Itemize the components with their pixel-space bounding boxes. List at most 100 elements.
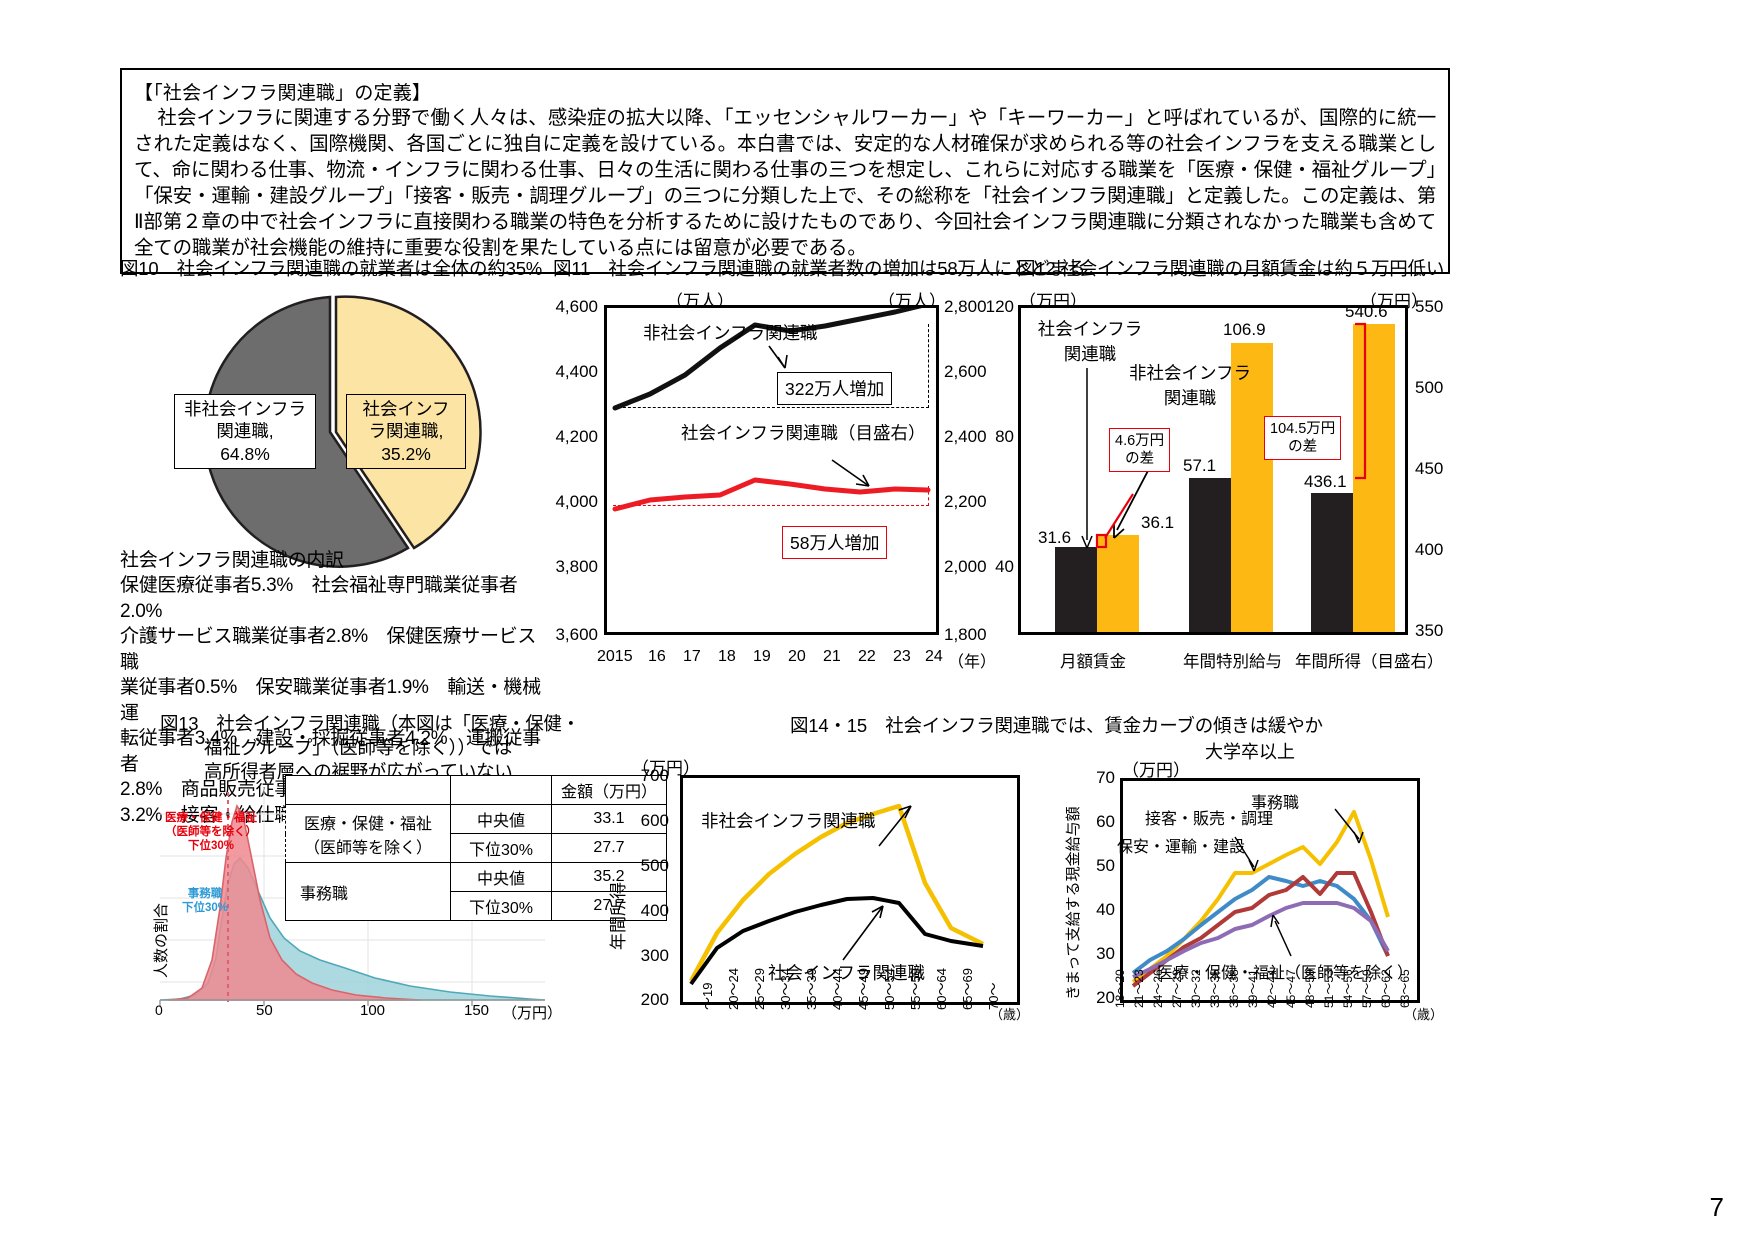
fig12-arrowhead-nonsocial — [1113, 524, 1125, 539]
fig13-annotation-iryo-line2: （医師等を除く） — [165, 825, 257, 838]
table-value-bottom30-iryo: 27.7 — [551, 833, 667, 863]
fig12-ytick-left-0: 120 — [985, 297, 1014, 316]
fig12-barvalue-4: 436.1 — [1304, 472, 1347, 491]
fig15-legend-sekkyaku: 接客・販売・調理 — [1145, 811, 1274, 828]
fig12-annotation-svg — [1081, 322, 1367, 549]
fig11-dash-red-baseline — [613, 505, 929, 506]
caption-fig1415: 図14・15 社会インフラ関連職では、賃金カーブの傾きは緩やか — [790, 715, 1323, 736]
fig15-ytick-4: 30 — [1096, 944, 1115, 963]
breakdown-line-5: 転従事者3.4% 建設・採掘従事者4.2% 運搬従事者 — [120, 728, 541, 775]
fig11-annotation-322: 322万人増加 — [777, 372, 893, 405]
fig12-annotation-diff-1-line1: 4.6万円 — [1115, 433, 1165, 449]
fig11-ytick-left-4: 3,800 — [555, 557, 598, 576]
pie-breakdown-text: 社会インフラ関連職の内訳 保健医療従事者5.3% 社会福祉専門職業従事者2.0%… — [120, 548, 550, 828]
fig13-annotation-iryo-line1: 医療・保健・福祉 — [165, 812, 257, 824]
table-stat-median-iryo: 中央値 — [450, 804, 552, 834]
fig13-annotation-iryo: 医療・保健・福祉 （医師等を除く） 下位30% — [156, 812, 266, 853]
fig13-xtick-1: 50 — [256, 1002, 273, 1019]
fig14-series-svg — [689, 803, 985, 986]
fig11-xlabel: （年） — [948, 654, 997, 671]
definition-title: 【「社会インフラ関連職」の定義】 — [134, 83, 432, 104]
fig11-xtick-7: 22 — [858, 648, 876, 665]
table-header-stat — [450, 775, 552, 805]
fig12-bar-social-income — [1311, 493, 1353, 632]
fig14-xlabel: （歳） — [990, 1007, 1030, 1022]
fig15-xtick-8: 42～44 — [1265, 969, 1279, 1008]
fig14-xtick-6: 45～49 — [856, 968, 871, 1010]
fig14-xtick-8: 55～59 — [908, 968, 923, 1010]
fig14-ytick-3: 400 — [640, 901, 669, 920]
fig13-annotation-jimu: 事務職 下位30% — [160, 888, 250, 916]
fig15-xtick-11: 51～53 — [1322, 969, 1336, 1008]
fig11-series-svg — [612, 308, 931, 512]
fig11-line-social — [612, 477, 931, 512]
fig12-xtick-1: 年間特別給与 — [1183, 653, 1282, 671]
table-stat-median-jimu: 中央値 — [450, 862, 552, 892]
fig11-ytick-right-4: 2,000 — [944, 557, 987, 576]
fig15-ytick-3: 40 — [1096, 900, 1115, 919]
definition-box: 【「社会インフラ関連職」の定義】 社会インフラに関連する分野で働く人々は、感染症… — [120, 68, 1450, 274]
fig13-xlabel: （万円） — [502, 1005, 563, 1022]
fig14-leader-non-social — [878, 805, 912, 847]
fig13-ylabel: 人数の割合 — [153, 902, 170, 978]
table-value-median-iryo: 33.1 — [551, 804, 667, 834]
fig11-dash-red-vertical — [928, 486, 929, 506]
table-row: 医療・保健・福祉 （医師等を除く） 中央値 33.1 — [285, 804, 667, 863]
fig15-xtick-13: 57～59 — [1360, 969, 1374, 1008]
fig15-xtick-12: 54～56 — [1341, 969, 1355, 1008]
fig13-area-iryo — [167, 804, 421, 1001]
fig14-line-non-social — [689, 803, 985, 983]
fig11-xtick-5: 20 — [788, 648, 806, 665]
pie-label-social-line2: ラ関連職, — [368, 421, 444, 442]
fig15-ytick-5: 20 — [1096, 988, 1115, 1007]
fig14-xtick-2: 25～29 — [752, 968, 767, 1010]
pie-label-non-social: 非社会インフラ 関連職, 64.8% — [174, 394, 316, 470]
table-group-jimu: 事務職 — [285, 862, 451, 921]
fig15-xtick-5: 33～35 — [1208, 969, 1222, 1008]
fig12-legend-nonsocial-line2: 関連職 — [1163, 388, 1217, 408]
table-stat-bottom30-jimu: 下位30% — [450, 891, 552, 921]
fig12-ytick-right-1: 500 — [1415, 378, 1444, 397]
fig11-ytick-right-2: 2,400 — [944, 427, 987, 446]
fig12-bar-nonsocial-bonus — [1231, 343, 1273, 632]
fig14-ytick-2: 500 — [640, 856, 669, 875]
fig12-legend-nonsocial: 非社会インフラ 関連職 — [1125, 360, 1255, 410]
fig14-plot-frame: 非社会インフラ関連職 社会インフラ関連職 — [680, 775, 1020, 1005]
fig13-xtick-0: 0 — [155, 1002, 163, 1018]
fig14-legend-social: 社会インフラ関連職 — [768, 963, 925, 983]
fig12-diff-bracket-3 — [1355, 322, 1367, 480]
fig15-legend-iryo: 医療・保健・福祉（医師等を除く） — [1157, 965, 1414, 982]
fig14-arrowhead-social — [871, 905, 884, 919]
fig12-legend-social-line1: 社会インフラ — [1037, 319, 1143, 339]
fig14-xtick-5: 40～44 — [830, 968, 845, 1010]
fig14-ytick-4: 300 — [640, 946, 669, 965]
pie-label-non-social-line1: 非社会インフラ — [184, 399, 306, 419]
caption-fig10: 図10 社会インフラ関連職の就業者は全体の約35% — [120, 258, 543, 279]
fig15-subtitle: 大学卒以上 — [1205, 742, 1295, 762]
fig15-xtick-0: 18～20 — [1113, 969, 1127, 1008]
fig14-xtick-3: 30～34 — [778, 968, 793, 1010]
fig12-ytick-left-2: 40 — [995, 557, 1014, 576]
fig12-annotation-diff-3-line2: の差 — [1288, 439, 1318, 456]
fig11-ytick-left-1: 4,400 — [555, 362, 598, 381]
fig14-arrowhead-non-social — [898, 805, 912, 819]
fig13-xtick-2: 100 — [360, 1002, 386, 1019]
fig13-xtick-3: 150 — [464, 1002, 490, 1019]
fig11-dash-black-vertical — [928, 324, 929, 408]
caption-fig12: 図12 社会インフラ関連職の月額賃金は約５万円低い — [1017, 258, 1445, 279]
fig11-xtick-9: 24 — [925, 648, 943, 665]
fig15-xlabel: （歳） — [1404, 1007, 1444, 1022]
fig11-annotation-58: 58万人増加 — [782, 526, 888, 559]
fig15-xtick-15: 63～65 — [1398, 969, 1412, 1008]
fig12-ytick-left-1: 80 — [995, 427, 1014, 446]
fig11-arrow-social — [831, 459, 870, 487]
fig13-stats-table: 金額（万円） 医療・保健・福祉 （医師等を除く） 中央値 33.1 下位30% … — [285, 775, 667, 921]
fig14-xtick-9: 60～64 — [934, 968, 949, 1010]
fig11-line-non-social — [612, 308, 923, 411]
fig12-legend-social-line2: 関連職 — [1063, 344, 1117, 364]
fig15-line-jimu — [1131, 810, 1390, 984]
table-stat-bottom30-iryo: 下位30% — [450, 833, 552, 863]
pie-label-non-social-line2: 関連職, — [216, 421, 274, 442]
fig12-xtick-2: 年間所得（目盛右） — [1295, 653, 1444, 671]
fig14-xtick-4: 35～39 — [804, 968, 819, 1010]
